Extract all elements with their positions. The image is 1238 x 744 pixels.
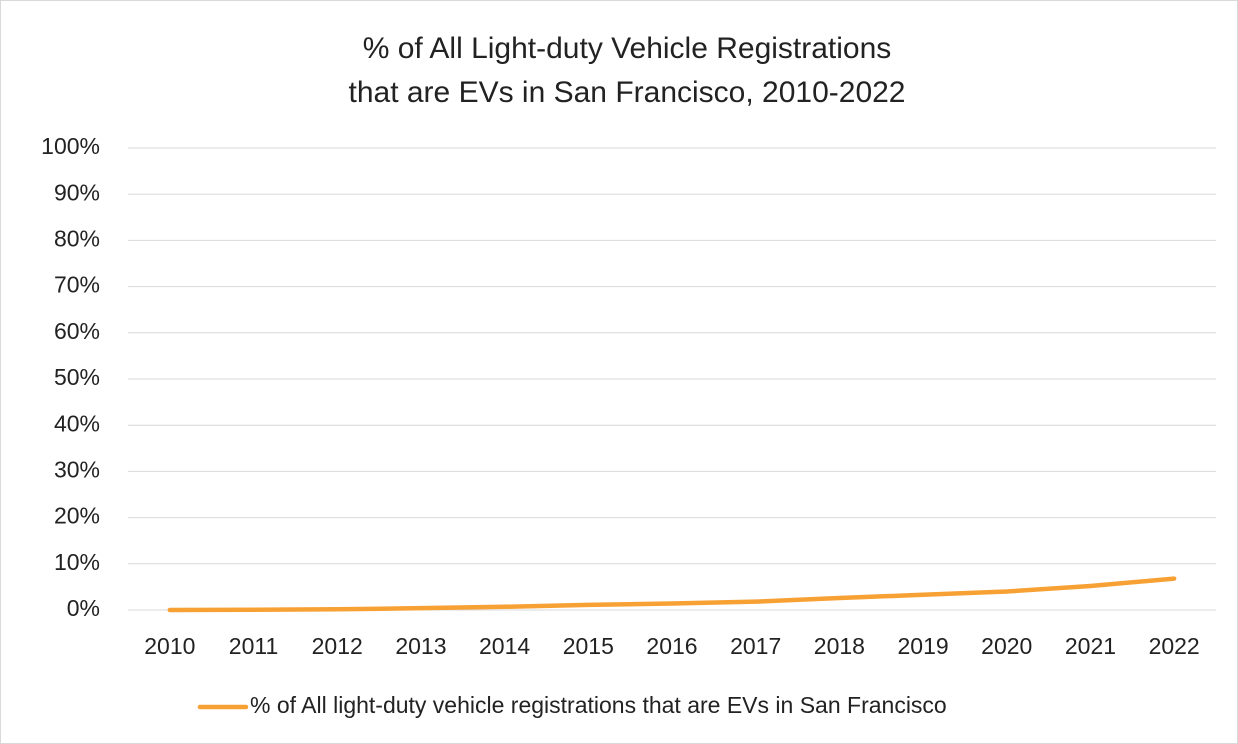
y-tick-label: 50% bbox=[54, 364, 100, 390]
y-tick-label: 70% bbox=[54, 272, 100, 298]
y-tick-label: 80% bbox=[54, 225, 100, 251]
x-tick-label: 2022 bbox=[1149, 633, 1200, 659]
x-tick-label: 2019 bbox=[897, 633, 948, 659]
x-tick-label: 2021 bbox=[1065, 633, 1116, 659]
y-tick-label: 10% bbox=[54, 549, 100, 575]
chart-title: that are EVs in San Francisco, 2010-2022 bbox=[349, 76, 906, 109]
x-tick-label: 2012 bbox=[312, 633, 363, 659]
x-tick-label: 2015 bbox=[563, 633, 614, 659]
x-tick-label: 2018 bbox=[814, 633, 865, 659]
chart-title: % of All Light-duty Vehicle Registration… bbox=[363, 32, 892, 65]
x-tick-label: 2013 bbox=[395, 633, 446, 659]
x-tick-label: 2010 bbox=[144, 633, 195, 659]
legend-label: % of All light-duty vehicle registration… bbox=[250, 692, 947, 718]
x-tick-label: 2020 bbox=[981, 633, 1032, 659]
x-tick-label: 2014 bbox=[479, 633, 530, 659]
x-tick-label: 2017 bbox=[730, 633, 781, 659]
y-tick-label: 100% bbox=[41, 133, 100, 159]
y-tick-label: 0% bbox=[67, 595, 100, 621]
y-tick-label: 30% bbox=[54, 456, 100, 482]
data-line bbox=[167, 576, 1177, 613]
y-tick-label: 20% bbox=[54, 503, 100, 529]
x-tick-label: 2011 bbox=[229, 633, 278, 659]
y-tick-label: 60% bbox=[54, 318, 100, 344]
x-tick-label: 2016 bbox=[646, 633, 697, 659]
y-tick-label: 90% bbox=[54, 179, 100, 205]
y-tick-label: 40% bbox=[54, 410, 100, 436]
